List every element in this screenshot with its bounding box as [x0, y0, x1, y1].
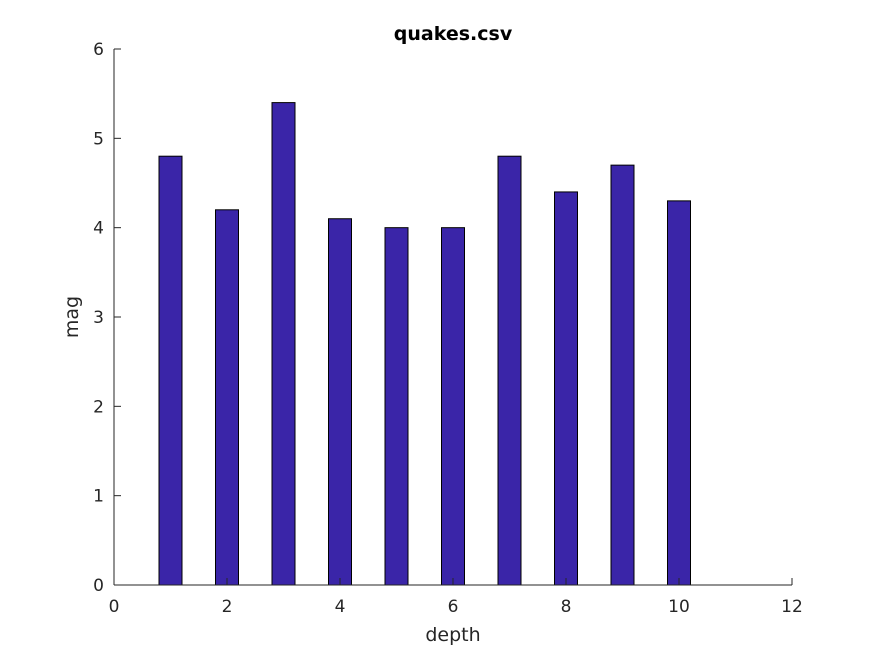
bar-5: [384, 227, 409, 586]
bar-9: [610, 164, 635, 586]
bar-1: [158, 155, 183, 586]
y-tick-label-0: 0: [93, 576, 104, 596]
x-tick-label-0: 0: [109, 597, 120, 617]
y-axis-label: mag: [61, 296, 83, 338]
chart-title: quakes.csv: [394, 23, 513, 45]
x-tick-label-6: 6: [448, 597, 459, 617]
bar-6: [441, 227, 465, 586]
x-tick-label-4: 4: [335, 597, 346, 617]
bar-7: [497, 155, 522, 586]
bars-layer: [158, 102, 691, 586]
bar-3: [271, 102, 296, 586]
bar-2: [215, 209, 239, 586]
x-tick-label-2: 2: [222, 597, 233, 617]
x-tick-label-10: 10: [668, 597, 690, 617]
y-tick-label-2: 2: [93, 397, 104, 417]
x-tick-label-8: 8: [561, 597, 572, 617]
y-tick-label-5: 5: [93, 129, 104, 149]
bar-10: [667, 200, 691, 586]
y-tick-label-6: 6: [93, 40, 104, 60]
x-tick-label-12: 12: [781, 597, 803, 617]
bar-8: [554, 191, 578, 586]
y-tick-label-3: 3: [93, 308, 104, 328]
y-tick-label-1: 1: [93, 487, 104, 507]
x-axis-label: depth: [425, 624, 480, 646]
y-tick-label-4: 4: [93, 219, 104, 239]
bar-4: [328, 218, 352, 586]
